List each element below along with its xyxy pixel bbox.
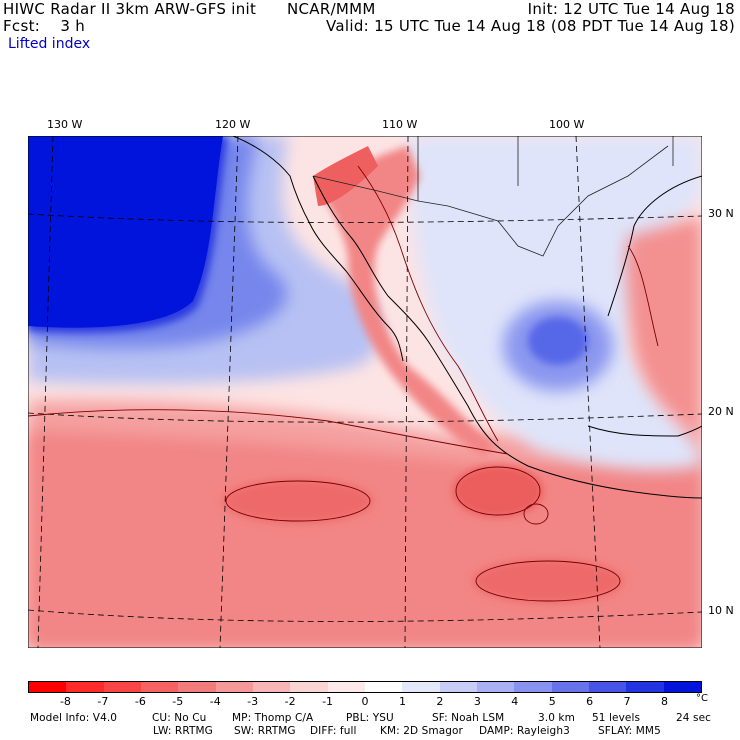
model-info-damp: DAMP: Rayleigh3 xyxy=(479,725,570,737)
model-info-sflay: SFLAY: MM5 xyxy=(598,725,661,737)
colorbar-tick-label: -3 xyxy=(247,695,259,708)
colorbar xyxy=(28,681,702,693)
colorbar-swatch xyxy=(626,682,664,692)
organization-label: NCAR/MMM xyxy=(287,0,376,18)
gulf-unstable-zone xyxy=(625,216,702,436)
colorbar-swatch xyxy=(66,682,104,692)
colorbar-tick-label: -1 xyxy=(322,695,334,708)
colorbar-unit: °C xyxy=(696,693,708,704)
lon-label-110w: 110 W xyxy=(382,118,418,131)
model-info-cu: CU: No Cu xyxy=(152,712,207,724)
colorbar-tick-label: 3 xyxy=(473,695,481,708)
colorbar-tick-label: 8 xyxy=(661,695,669,708)
colorbar-swatch xyxy=(364,682,403,692)
model-info-km: KM: 2D Smagor xyxy=(380,725,463,737)
colorbar-swatch xyxy=(514,682,552,692)
colorbar-swatch xyxy=(327,682,365,692)
colorbar-swatch xyxy=(402,682,440,692)
colorbar-swatch xyxy=(476,682,515,692)
model-info-pbl: PBL: YSU xyxy=(346,712,394,724)
plateau-stable-core xyxy=(528,317,588,365)
colorbar-swatch xyxy=(29,682,67,692)
colorbar-tick-label: 6 xyxy=(586,695,594,708)
colorbar-swatch xyxy=(588,682,627,692)
colorbar-swatch xyxy=(551,682,589,692)
model-info-sf: SF: Noah LSM xyxy=(432,712,505,724)
sierra-madre-ridge xyxy=(318,146,498,456)
lat-label-20n: 20 N xyxy=(708,405,734,418)
field-name: Lifted index xyxy=(8,36,91,52)
valid-time: Valid: 15 UTC Tue 14 Aug 18 (08 PDT Tue … xyxy=(326,17,735,35)
colorbar-tick-label: -4 xyxy=(209,695,221,708)
colorbar-tick-label: -2 xyxy=(284,695,296,708)
colorbar-swatch xyxy=(290,682,328,692)
model-title: HIWC Radar II 3km ARW-GFS init xyxy=(3,0,257,18)
colorbar-tick-label: 7 xyxy=(623,695,631,708)
li-contours xyxy=(28,165,659,602)
lifted-index-map xyxy=(28,136,702,648)
model-info-lw: LW: RRTMG xyxy=(153,725,213,737)
colorbar-tick-label: 1 xyxy=(398,695,406,708)
colorbar-tick-label: -6 xyxy=(134,695,146,708)
unstable-cell-west xyxy=(223,479,373,523)
colorbar-swatch xyxy=(252,682,291,692)
model-info-version: Model Info: V4.0 xyxy=(30,712,118,724)
lon-label-100w: 100 W xyxy=(549,118,585,131)
init-time: Init: 12 UTC Tue 14 Aug 18 xyxy=(527,0,735,18)
model-info-sw: SW: RRTMG xyxy=(234,725,296,737)
model-info-resolution: 3.0 km xyxy=(538,712,575,724)
lon-label-120w: 120 W xyxy=(215,118,251,131)
forecast-hour: Fcst: 3 h xyxy=(3,17,86,35)
colorbar-swatch xyxy=(103,682,141,692)
lat-label-10n: 10 N xyxy=(708,604,734,617)
model-info-mp: MP: Thomp C/A xyxy=(232,712,314,724)
colorbar-swatch xyxy=(439,682,477,692)
colorbar-swatch xyxy=(178,682,216,692)
colorbar-tick-label: 5 xyxy=(548,695,556,708)
colorbar-tick-label: 2 xyxy=(436,695,444,708)
model-info-timestep: 24 sec xyxy=(676,712,712,724)
colorbar-swatch xyxy=(140,682,179,692)
lat-label-30n: 30 N xyxy=(708,207,734,220)
lon-label-130w: 130 W xyxy=(47,118,83,131)
colorbar-tick-label: 4 xyxy=(511,695,519,708)
colorbar-swatch xyxy=(215,682,253,692)
lat-lon-grid xyxy=(28,136,702,648)
unstable-cell-south xyxy=(473,559,623,603)
borders xyxy=(312,136,674,257)
model-info-levels: 51 levels xyxy=(592,712,641,724)
colorbar-tick-label: -5 xyxy=(172,695,184,708)
colorbar-tick-label: 0 xyxy=(361,695,369,708)
colorbar-tick-label: -8 xyxy=(59,695,71,708)
model-info-diff: DIFF: full xyxy=(310,725,357,737)
coastlines xyxy=(232,136,702,499)
colorbar-swatch xyxy=(663,682,701,692)
colorbar-tick-label: -7 xyxy=(97,695,109,708)
